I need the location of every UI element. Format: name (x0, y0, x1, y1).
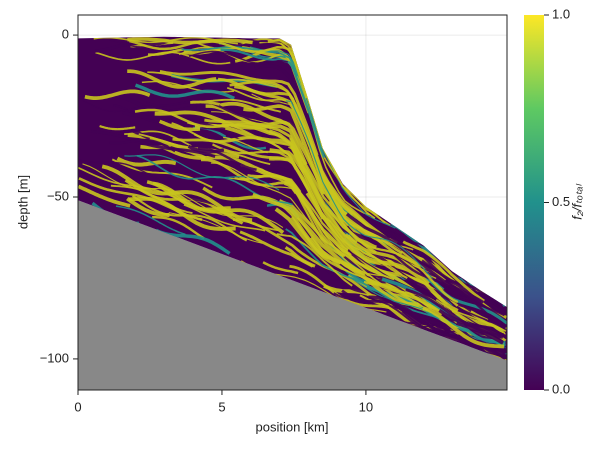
stratum (249, 46, 396, 229)
stratum (246, 220, 279, 232)
stratum (212, 143, 297, 170)
stratum (347, 250, 504, 338)
stratum (187, 144, 225, 154)
stratum (115, 205, 186, 236)
strata (78, 36, 507, 361)
stratum (78, 177, 203, 222)
x-tick-label: 10 (359, 399, 373, 414)
x-axis-label: position [km] (256, 419, 329, 434)
colorbar-tick-label: 0.0 (552, 381, 570, 396)
stratum (126, 197, 170, 217)
stratum (435, 299, 506, 334)
stratum (183, 204, 266, 232)
basement (78, 200, 507, 390)
colorbar-tick-label: 1.0 (552, 6, 570, 21)
stratum (345, 212, 485, 304)
stratum (82, 99, 181, 117)
stratum (171, 122, 332, 223)
stratum (109, 138, 176, 153)
stratum (116, 156, 177, 167)
y-tick-label: −100 (40, 350, 69, 365)
stratum (99, 124, 136, 131)
stratum (127, 69, 217, 89)
stratum (90, 129, 216, 158)
stratum (78, 158, 167, 184)
stratum (455, 321, 504, 345)
x-tick-label: 0 (74, 399, 81, 414)
stratum (78, 184, 131, 208)
stratum (134, 108, 332, 213)
stratum (402, 240, 485, 303)
stratum (190, 100, 221, 106)
stratum (127, 37, 253, 45)
stratum (251, 93, 294, 110)
stratum (147, 48, 184, 56)
stratum (111, 158, 213, 189)
stratum (376, 259, 408, 280)
stratum (326, 224, 403, 276)
stratum (392, 253, 507, 330)
stratum (252, 192, 444, 316)
stratum (84, 89, 151, 100)
stratum (269, 148, 459, 313)
stratum (262, 261, 299, 275)
stratum (276, 233, 353, 287)
stratum (124, 154, 280, 191)
stratum (333, 171, 376, 219)
y-axis-label: depth [m] (15, 175, 30, 229)
stratum (146, 180, 231, 212)
stratum (198, 147, 257, 171)
plot-frame (77, 14, 508, 391)
stratum (328, 200, 459, 304)
stratum (101, 164, 253, 223)
stratum (181, 46, 299, 77)
y-tick-label: 0 (62, 27, 69, 42)
stratum (285, 100, 445, 290)
colorbar-tick-label: 0.5 (552, 194, 570, 209)
stratum (158, 119, 201, 132)
stratum (422, 306, 505, 349)
stratum (285, 228, 469, 333)
stratum (220, 48, 326, 159)
stratum (82, 163, 284, 229)
stratum (219, 101, 351, 227)
stratum (200, 127, 256, 145)
stratum (188, 50, 288, 65)
stratum (210, 162, 385, 277)
x-tick-label: 5 (218, 399, 225, 414)
colorbar-label: f₂/fₜₒₜₐₗ (569, 183, 584, 219)
stratum (94, 41, 141, 53)
stratum (438, 308, 504, 339)
stratum (113, 103, 183, 124)
stratum (239, 230, 314, 268)
stratum (152, 216, 205, 240)
stratum (134, 83, 235, 100)
y-tick-label: −50 (47, 188, 69, 203)
stratum (341, 289, 436, 332)
colorbar (524, 15, 544, 390)
